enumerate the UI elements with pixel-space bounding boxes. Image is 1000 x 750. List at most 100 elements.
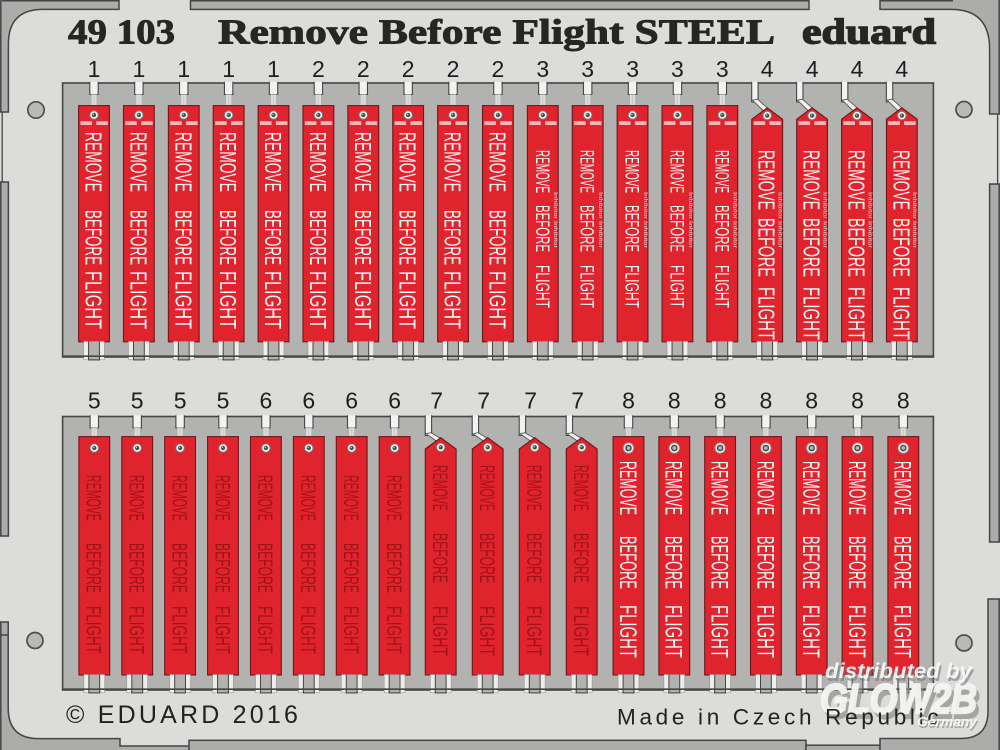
svg-text:1: 1	[177, 56, 190, 82]
svg-text:REMOVE: REMOVE	[215, 132, 241, 192]
svg-text:BEFORE: BEFORE	[706, 536, 733, 589]
svg-text:Germany: Germany	[918, 717, 979, 731]
svg-text:BEFORE: BEFORE	[428, 533, 452, 583]
svg-text:FLIGHT: FLIGHT	[889, 605, 916, 658]
svg-text:GLOW2B: GLOW2B	[823, 680, 980, 727]
svg-text:FLIGHT: FLIGHT	[428, 606, 452, 656]
svg-text:BEFORE: BEFORE	[751, 536, 778, 589]
svg-text:5: 5	[131, 388, 144, 414]
svg-text:REMOVE: REMOVE	[754, 150, 780, 210]
svg-text:eduard: eduard	[802, 12, 936, 52]
svg-text:REMOVE: REMOVE	[576, 150, 598, 193]
svg-text:FLIGHT: FLIGHT	[751, 605, 778, 658]
svg-text:FLIGHT: FLIGHT	[210, 606, 234, 654]
svg-text:BEFORE: BEFORE	[710, 205, 732, 252]
svg-text:REMOVE: REMOVE	[81, 132, 107, 192]
svg-text:BEFORE: BEFORE	[395, 210, 421, 265]
svg-text:BEFORE: BEFORE	[440, 210, 466, 265]
svg-text:BEFORE: BEFORE	[296, 543, 320, 593]
svg-text:FLIGHT: FLIGHT	[888, 287, 914, 340]
svg-text:3: 3	[536, 56, 549, 82]
svg-text:FLIGHT: FLIGHT	[485, 271, 511, 329]
svg-text:BEFORE: BEFORE	[576, 205, 598, 252]
svg-text:REMOVE: REMOVE	[305, 132, 331, 192]
svg-text:7: 7	[430, 388, 443, 414]
svg-text:BEFORE: BEFORE	[799, 218, 825, 277]
svg-text:7: 7	[524, 388, 537, 414]
svg-text:Inhibitor Inhibitor: Inhibitor Inhibitor	[732, 192, 738, 249]
svg-text:8: 8	[760, 388, 773, 414]
svg-text:BEFORE: BEFORE	[614, 536, 641, 589]
svg-text:BEFORE: BEFORE	[253, 543, 277, 593]
svg-text:8: 8	[897, 388, 910, 414]
svg-text:Inhibitor Inhibitor: Inhibitor Inhibitor	[687, 192, 693, 249]
svg-text:REMOVE: REMOVE	[751, 461, 778, 515]
svg-text:FLIGHT: FLIGHT	[844, 287, 870, 340]
svg-text:FLIGHT: FLIGHT	[710, 265, 732, 308]
svg-text:Remove Before Flight STEEL: Remove Before Flight STEEL	[218, 13, 775, 52]
svg-text:BEFORE: BEFORE	[665, 205, 687, 252]
svg-text:Inhibitor Inhibitor: Inhibitor Inhibitor	[597, 192, 603, 249]
svg-text:REMOVE: REMOVE	[569, 465, 593, 511]
svg-text:BEFORE: BEFORE	[382, 543, 406, 593]
svg-text:4: 4	[895, 56, 908, 82]
svg-text:BEFORE: BEFORE	[215, 210, 241, 265]
svg-text:FLIGHT: FLIGHT	[576, 265, 598, 308]
svg-text:FLIGHT: FLIGHT	[706, 605, 733, 658]
svg-text:FLIGHT: FLIGHT	[475, 606, 499, 656]
svg-text:BEFORE: BEFORE	[475, 533, 499, 583]
svg-text:BEFORE: BEFORE	[170, 210, 196, 265]
svg-text:8: 8	[668, 388, 681, 414]
svg-text:5: 5	[174, 388, 187, 414]
svg-text:BEFORE: BEFORE	[621, 205, 643, 252]
svg-text:FLIGHT: FLIGHT	[522, 606, 546, 656]
svg-text:8: 8	[805, 388, 818, 414]
svg-text:REMOVE: REMOVE	[253, 475, 277, 521]
svg-text:FLIGHT: FLIGHT	[665, 265, 687, 308]
svg-text:FLIGHT: FLIGHT	[125, 271, 151, 329]
svg-text:REMOVE: REMOVE	[125, 475, 149, 521]
svg-text:FLIGHT: FLIGHT	[167, 606, 191, 654]
svg-text:REMOVE: REMOVE	[296, 475, 320, 521]
svg-text:3: 3	[626, 56, 639, 82]
svg-text:REMOVE: REMOVE	[210, 475, 234, 521]
svg-text:BEFORE: BEFORE	[522, 533, 546, 583]
svg-text:FLIGHT: FLIGHT	[350, 271, 376, 329]
svg-text:6: 6	[302, 388, 315, 414]
svg-text:BEFORE: BEFORE	[81, 210, 107, 265]
svg-text:FLIGHT: FLIGHT	[531, 265, 553, 308]
svg-text:REMOVE: REMOVE	[888, 150, 914, 210]
svg-text:BEFORE: BEFORE	[843, 536, 870, 589]
svg-text:5: 5	[217, 388, 230, 414]
svg-text:BEFORE: BEFORE	[260, 210, 286, 265]
svg-text:REMOVE: REMOVE	[170, 132, 196, 192]
svg-text:BEFORE: BEFORE	[797, 536, 824, 589]
svg-text:FLIGHT: FLIGHT	[621, 265, 643, 308]
svg-text:FLIGHT: FLIGHT	[82, 606, 106, 654]
svg-text:FLIGHT: FLIGHT	[382, 606, 406, 654]
svg-text:REMOVE: REMOVE	[339, 475, 363, 521]
svg-text:FLIGHT: FLIGHT	[305, 271, 331, 329]
svg-text:1: 1	[133, 56, 146, 82]
svg-text:REMOVE: REMOVE	[260, 132, 286, 192]
svg-text:FLIGHT: FLIGHT	[296, 606, 320, 654]
svg-text:BEFORE: BEFORE	[167, 543, 191, 593]
svg-text:BEFORE: BEFORE	[889, 536, 916, 589]
svg-text:4: 4	[851, 56, 864, 82]
svg-text:BEFORE: BEFORE	[660, 536, 687, 589]
svg-text:BEFORE: BEFORE	[569, 533, 593, 583]
svg-text:Germany: Germany	[917, 715, 978, 729]
svg-text:Inhibitor Inhibitor: Inhibitor Inhibitor	[911, 192, 917, 249]
svg-text:distributed by: distributed by	[825, 660, 973, 683]
svg-text:REMOVE: REMOVE	[799, 150, 825, 210]
svg-text:BEFORE: BEFORE	[210, 543, 234, 593]
svg-text:6: 6	[345, 388, 358, 414]
svg-text:7: 7	[571, 388, 584, 414]
svg-text:REMOVE: REMOVE	[614, 461, 641, 515]
svg-text:6: 6	[388, 388, 401, 414]
svg-text:BEFORE: BEFORE	[754, 218, 780, 277]
svg-text:8: 8	[714, 388, 727, 414]
svg-text:Inhibitor Inhibitor: Inhibitor Inhibitor	[777, 192, 783, 249]
svg-text:4: 4	[806, 56, 819, 82]
svg-text:3: 3	[716, 56, 729, 82]
